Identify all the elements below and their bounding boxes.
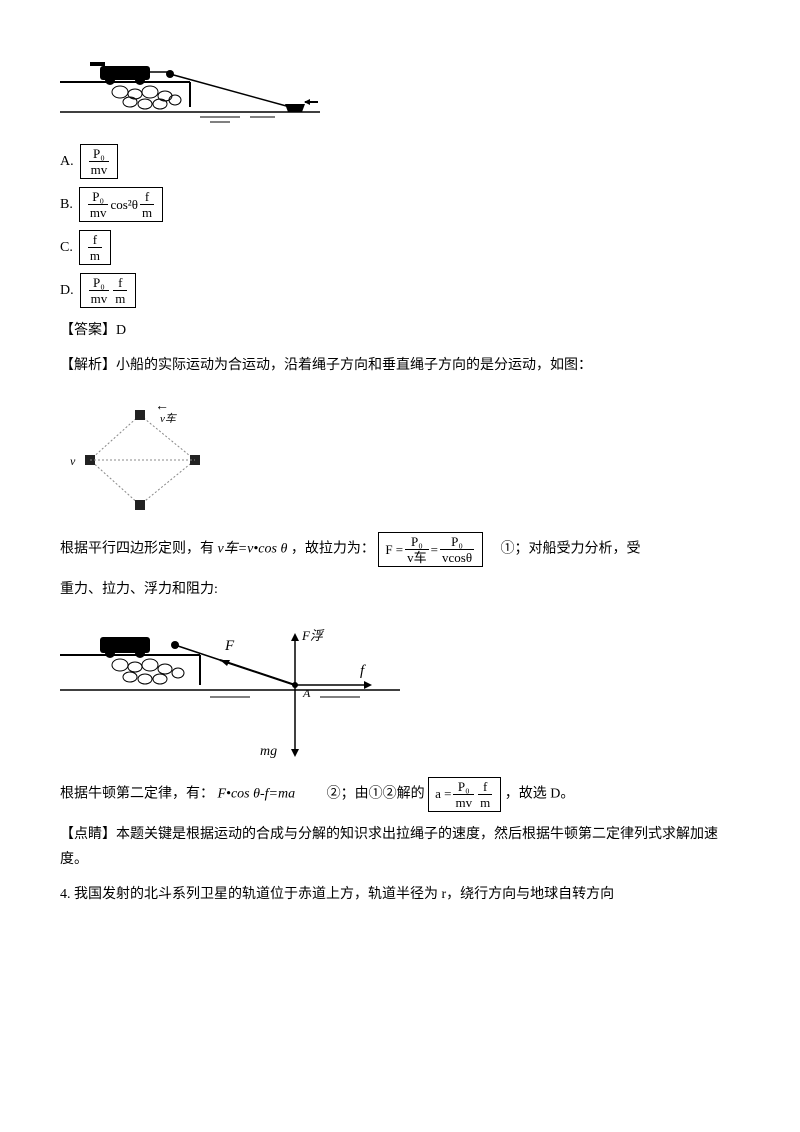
svg-text:←: ← bbox=[155, 399, 169, 414]
question-4: 4. 我国发射的北斗系列卫星的轨道位于赤道上方，轨道半径为 r，绕行方向与地球自… bbox=[60, 882, 740, 907]
analysis-F-formula: F = P₀ v车 = P₀ vcosθ bbox=[378, 532, 483, 567]
analysis-line4: 根据牛顿第二定律，有： F•cos θ-f=ma ②；由①②解的 a = P₀ … bbox=[60, 777, 740, 812]
figure-vehicle-boat bbox=[60, 52, 740, 132]
answer-label: 【答案】 bbox=[60, 323, 116, 338]
option-a-label: A. bbox=[60, 149, 74, 174]
answer-line: 【答案】D bbox=[60, 318, 740, 343]
analysis-inline-formula: v车=v•cos θ bbox=[218, 542, 288, 557]
analysis-newton-formula: F•cos θ-f=ma bbox=[218, 786, 296, 801]
option-d-formula: P₀ mv f m bbox=[80, 273, 137, 308]
option-a: A. P₀ mv bbox=[60, 144, 740, 179]
analysis-line1: 【解析】小船的实际运动为合运动，沿着绳子方向和垂直绳子方向的是分运动，如图： bbox=[60, 353, 740, 378]
hint-text: 本题关键是根据运动的合成与分解的知识求出拉绳子的速度，然后根据牛顿第二定律列式求… bbox=[60, 827, 718, 867]
q4-num: 4. bbox=[60, 887, 74, 902]
analysis-line2: 根据平行四边形定则，有 v车=v•cos θ ，故拉力为： F = P₀ v车 … bbox=[60, 532, 740, 567]
svg-text:F: F bbox=[224, 638, 235, 654]
hint-label: 【点睛】 bbox=[60, 827, 116, 842]
analysis-text2-pre: 根据平行四边形定则，有 bbox=[60, 542, 218, 557]
svg-text:f: f bbox=[360, 663, 366, 679]
svg-text:F浮: F浮 bbox=[301, 628, 325, 643]
option-b: B. P₀ mv cos²θ f m bbox=[60, 187, 740, 222]
analysis-label: 【解析】 bbox=[60, 358, 116, 373]
option-a-formula: P₀ mv bbox=[80, 144, 119, 179]
analysis-text4-post: ，故选 D。 bbox=[505, 786, 575, 801]
svg-text:v车: v车 bbox=[160, 412, 178, 425]
analysis-text2-mid: ，故拉力为： bbox=[291, 542, 375, 557]
analysis-text1: 小船的实际运动为合运动，沿着绳子方向和垂直绳子方向的是分运动，如图： bbox=[116, 358, 592, 373]
option-c-formula: f m bbox=[79, 230, 111, 265]
figure2-svg: v ← v车 bbox=[60, 390, 220, 520]
analysis-text4-mid: ②；由①②解的 bbox=[299, 786, 425, 801]
option-c-label: C. bbox=[60, 235, 73, 260]
figure-force-diagram: F F浮 f A mg bbox=[60, 615, 740, 765]
analysis-text2-post: ①；对船受力分析，受 bbox=[487, 542, 641, 557]
option-b-label: B. bbox=[60, 192, 73, 217]
figure1-svg bbox=[60, 52, 320, 132]
option-b-formula: P₀ mv cos²θ f m bbox=[79, 187, 163, 222]
figure-velocity-decomp: v ← v车 bbox=[60, 390, 740, 520]
hint-line: 【点睛】本题关键是根据运动的合成与分解的知识求出拉绳子的速度，然后根据牛顿第二定… bbox=[60, 822, 740, 872]
q4-text: 我国发射的北斗系列卫星的轨道位于赤道上方，轨道半径为 r，绕行方向与地球自转方向 bbox=[74, 887, 614, 902]
option-c: C. f m bbox=[60, 230, 740, 265]
analysis-text4-pre: 根据牛顿第二定律，有： bbox=[60, 786, 214, 801]
option-d: D. P₀ mv f m bbox=[60, 273, 740, 308]
figure3-svg: F F浮 f A mg bbox=[60, 615, 400, 765]
svg-text:mg: mg bbox=[260, 744, 277, 759]
analysis-a-formula: a = P₀ mv f m bbox=[428, 777, 501, 812]
svg-text:v: v bbox=[70, 454, 76, 468]
answer-value: D bbox=[116, 323, 126, 338]
analysis-line3: 重力、拉力、浮力和阻力: bbox=[60, 577, 740, 602]
svg-text:A: A bbox=[302, 686, 311, 700]
option-d-label: D. bbox=[60, 278, 74, 303]
